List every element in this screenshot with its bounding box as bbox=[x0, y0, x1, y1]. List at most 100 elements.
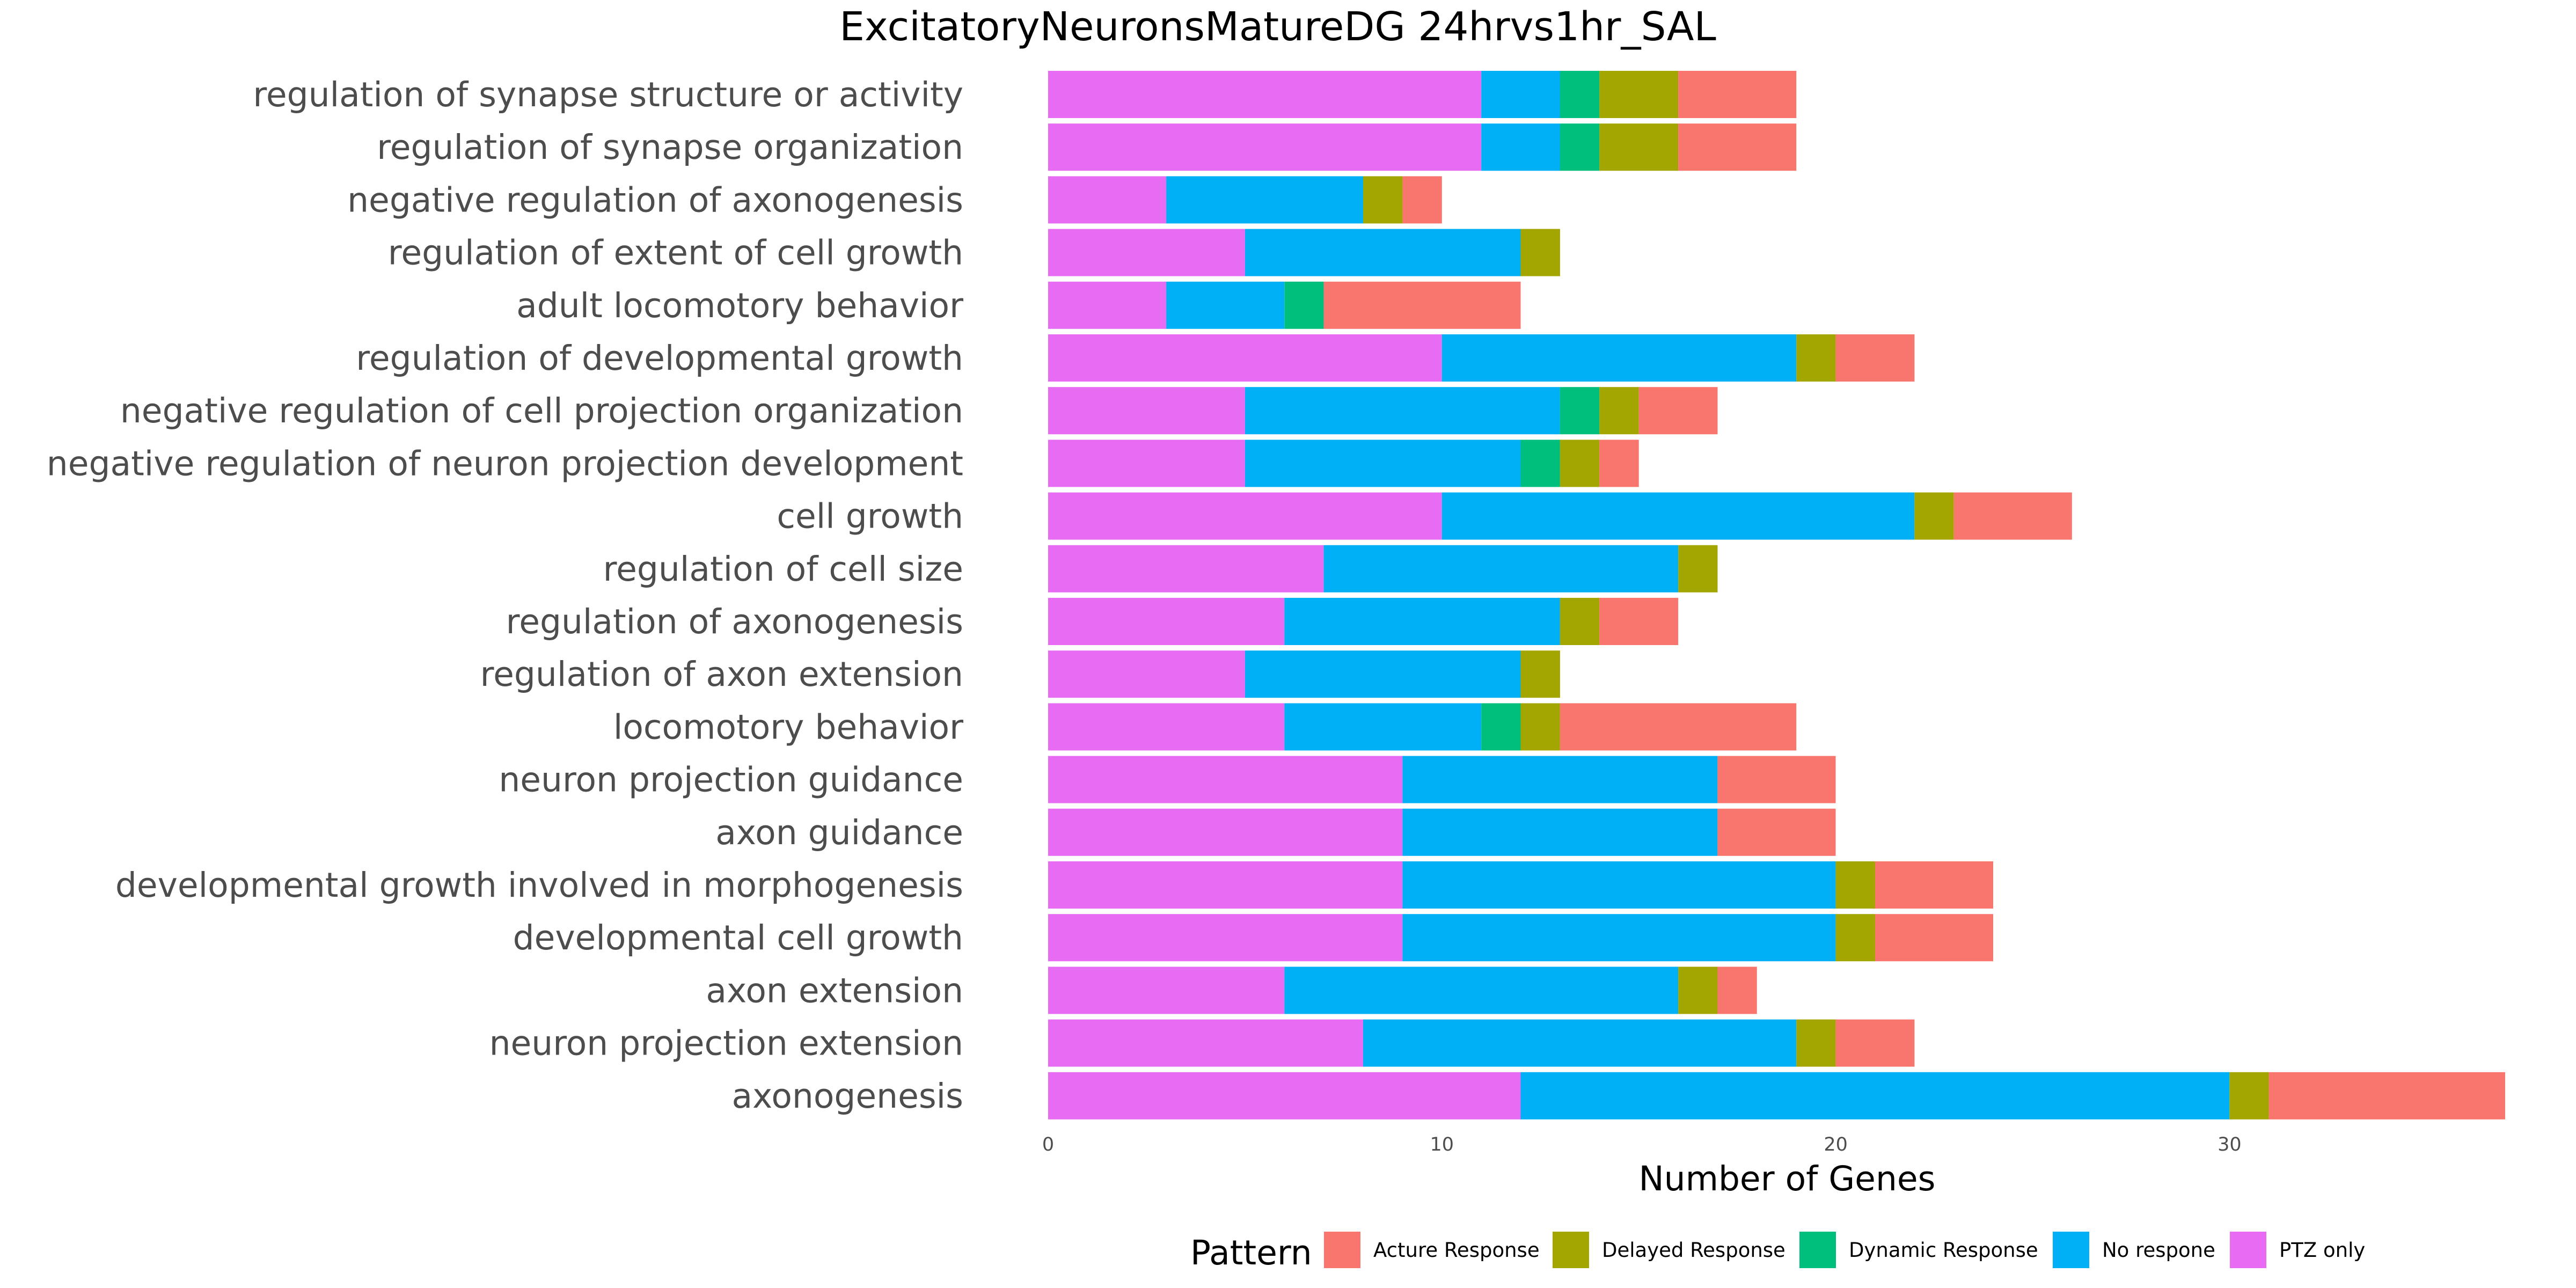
bar-segment bbox=[2229, 1072, 2269, 1119]
category-label: axonogenesis bbox=[731, 1077, 963, 1116]
bar-segment bbox=[1914, 492, 1954, 540]
bar-segment bbox=[1048, 650, 1245, 698]
category-label: cell growth bbox=[777, 497, 963, 536]
bar-segment bbox=[1599, 71, 1679, 118]
category-label: regulation of synapse structure or activ… bbox=[253, 75, 963, 114]
bars bbox=[1048, 71, 2505, 1119]
bar-segment bbox=[1048, 861, 1403, 909]
category-label: developmental cell growth bbox=[513, 918, 963, 957]
legend-swatch bbox=[1553, 1232, 1589, 1268]
legend-label: No respone bbox=[2102, 1239, 2215, 1262]
x-tick-label: 20 bbox=[1824, 1134, 1848, 1155]
bar-segment bbox=[1048, 334, 1442, 382]
bar-segment bbox=[1835, 914, 1875, 962]
bar-segment bbox=[1520, 229, 1560, 276]
bar-segment bbox=[1048, 387, 1245, 435]
bar-segment bbox=[1048, 1019, 1363, 1067]
bar-segment bbox=[1638, 387, 1718, 435]
bar-segment bbox=[1796, 334, 1836, 382]
bar-segment bbox=[1717, 967, 1757, 1014]
bar-segment bbox=[1402, 756, 1718, 803]
category-label: negative regulation of neuron projection… bbox=[47, 444, 963, 483]
bar-segment bbox=[1402, 914, 1836, 962]
bar-segment bbox=[1284, 967, 1679, 1014]
bar-segment bbox=[1481, 123, 1560, 171]
bar-segment bbox=[1560, 598, 1600, 645]
category-label: adult locomotory behavior bbox=[516, 286, 963, 325]
bar-segment bbox=[1560, 387, 1600, 435]
bar-segment bbox=[1048, 440, 1245, 487]
bar-segment bbox=[1166, 281, 1285, 329]
category-label: regulation of extent of cell growth bbox=[388, 233, 963, 273]
bar-segment bbox=[1481, 71, 1560, 118]
legend-label: Dynamic Response bbox=[1849, 1239, 2038, 1262]
x-tick-label: 0 bbox=[1042, 1134, 1054, 1155]
category-label: regulation of synapse organization bbox=[377, 128, 963, 167]
bar-segment bbox=[1048, 176, 1167, 224]
bar-segment bbox=[1048, 703, 1285, 751]
category-label: regulation of axonogenesis bbox=[506, 602, 963, 641]
x-axis-title: Number of Genes bbox=[1639, 1159, 1936, 1198]
legend-items: Acture Response Delayed Response Dynamic R… bbox=[1324, 1232, 2365, 1268]
bar-segment bbox=[1363, 176, 1403, 224]
bar-segment bbox=[1402, 176, 1442, 224]
legend: Pattern Acture Response Delayed Response D… bbox=[1190, 1232, 2365, 1272]
bar-segment bbox=[2268, 1072, 2505, 1119]
bar-segment bbox=[1481, 703, 1521, 751]
bar-segment bbox=[1560, 703, 1797, 751]
bar-segment bbox=[1560, 440, 1600, 487]
bar-segment bbox=[1048, 967, 1285, 1014]
category-label: regulation of developmental growth bbox=[356, 339, 963, 378]
category-label: neuron projection guidance bbox=[499, 760, 963, 800]
bar-segment bbox=[1835, 1019, 1915, 1067]
bar-segment bbox=[1599, 123, 1679, 171]
bar-segment bbox=[1678, 71, 1797, 118]
bar-segment bbox=[1048, 1072, 1521, 1119]
bar-segment bbox=[1245, 650, 1521, 698]
bar-segment bbox=[1835, 861, 1875, 909]
category-label: negative regulation of axonogenesis bbox=[347, 180, 963, 219]
bar-segment bbox=[1678, 967, 1718, 1014]
bar-segment bbox=[1284, 281, 1324, 329]
bar-segment bbox=[1245, 440, 1521, 487]
category-label: neuron projection extension bbox=[489, 1024, 963, 1063]
bar-segment bbox=[1560, 123, 1600, 171]
bar-segment bbox=[1717, 756, 1836, 803]
bar-segment bbox=[1048, 545, 1324, 592]
legend-swatch bbox=[1324, 1232, 1360, 1268]
bar-segment bbox=[1048, 756, 1403, 803]
bar-segment bbox=[1875, 861, 1993, 909]
category-label: developmental growth involved in morphog… bbox=[115, 866, 963, 905]
category-label: axon extension bbox=[706, 971, 963, 1010]
bar-segment bbox=[1875, 914, 1993, 962]
bar-segment bbox=[1402, 808, 1718, 856]
category-label: locomotory behavior bbox=[613, 707, 963, 747]
bar-segment bbox=[1323, 281, 1521, 329]
legend-swatch bbox=[1799, 1232, 1836, 1268]
legend-swatch bbox=[2053, 1232, 2089, 1268]
bar-segment bbox=[1284, 598, 1560, 645]
bar-segment bbox=[1678, 123, 1797, 171]
bar-segment bbox=[1835, 334, 1915, 382]
legend-title: Pattern bbox=[1190, 1233, 1312, 1272]
bar-segment bbox=[1560, 71, 1600, 118]
chart-title: ExcitatoryNeuronsMatureDG 24hrvs1hr_SAL bbox=[839, 4, 1716, 50]
legend-label: Acture Response bbox=[1373, 1239, 1540, 1262]
bar-segment bbox=[1245, 387, 1560, 435]
bar-segment bbox=[1520, 703, 1560, 751]
bar-segment bbox=[1048, 71, 1482, 118]
category-labels: regulation of synapse structure or activ… bbox=[47, 75, 963, 1116]
bar-segment bbox=[1599, 598, 1679, 645]
category-label: regulation of cell size bbox=[603, 550, 963, 589]
bar-segment bbox=[1678, 545, 1718, 592]
bar-segment bbox=[1363, 1019, 1797, 1067]
bar-segment bbox=[1599, 387, 1639, 435]
x-axis-ticks: 0 10 20 30 bbox=[1042, 1134, 2242, 1155]
bar-segment bbox=[1048, 808, 1403, 856]
bar-segment bbox=[1166, 176, 1363, 224]
bar-segment bbox=[1048, 492, 1442, 540]
bar-segment bbox=[1402, 861, 1836, 909]
bar-segment bbox=[1048, 914, 1403, 962]
x-tick-label: 30 bbox=[2218, 1134, 2242, 1155]
